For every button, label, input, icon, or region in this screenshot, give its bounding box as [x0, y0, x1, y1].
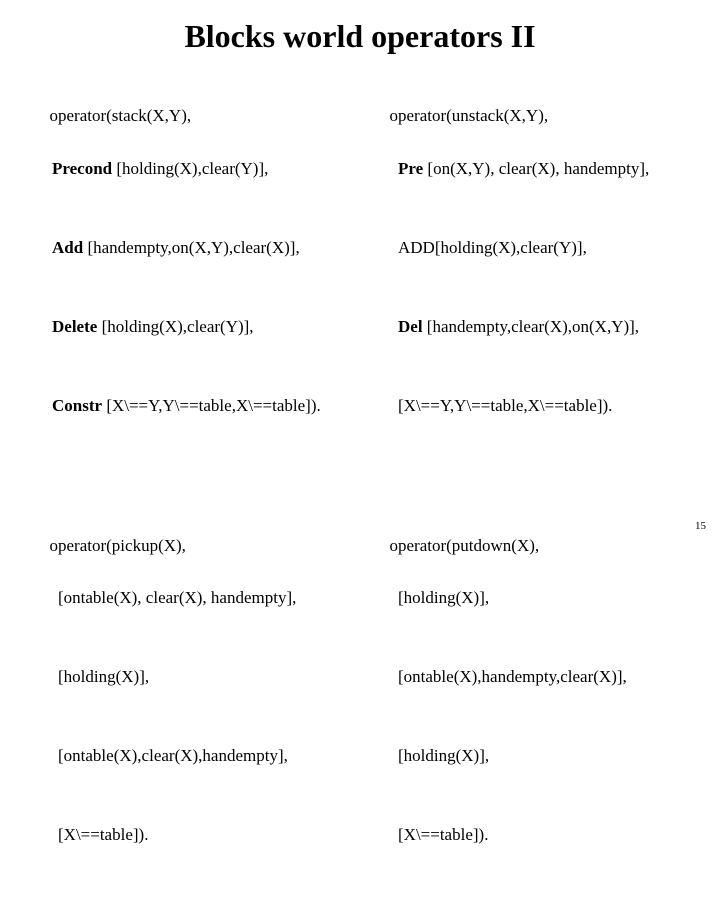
- pickup-l3: [ontable(X),clear(X),handempty],: [24, 743, 356, 769]
- pickup-l1: [ontable(X), clear(X), handempty],: [24, 585, 356, 611]
- unstack-add: ADD[holding(X),clear(Y)],: [364, 235, 696, 261]
- operator-pickup: operator(pickup(X), [ontable(X), clear(X…: [24, 506, 356, 901]
- unstack-head: operator(unstack(X,Y),: [390, 106, 549, 125]
- delete-kw: Delete: [52, 317, 97, 336]
- putdown-l3: [holding(X)],: [364, 743, 696, 769]
- unstack-constr: [X\==Y,Y\==table,X\==table]).: [364, 393, 696, 419]
- constr-rest: [X\==Y,Y\==table,X\==table]).: [102, 396, 321, 415]
- precond-kw: Precond: [52, 159, 112, 178]
- stack-precond: Precond [holding(X),clear(Y)],: [24, 156, 356, 182]
- precond-rest: [holding(X),clear(Y)],: [112, 159, 268, 178]
- putdown-l2: [ontable(X),handempty,clear(X)],: [364, 664, 696, 690]
- page-number: 15: [695, 520, 706, 532]
- constr-kw: Constr: [52, 396, 102, 415]
- slide-title: Blocks world operators II: [24, 18, 696, 55]
- del-kw: Del: [398, 317, 423, 336]
- stack-constr: Constr [X\==Y,Y\==table,X\==table]).: [24, 393, 356, 419]
- stack-head: operator(stack(X,Y),: [50, 106, 192, 125]
- pre-kw: Pre: [398, 159, 423, 178]
- pickup-l4: [X\==table]).: [24, 822, 356, 848]
- pickup-l2: [holding(X)],: [24, 664, 356, 690]
- operator-unstack: operator(unstack(X,Y), Pre [on(X,Y), cle…: [364, 77, 696, 472]
- stack-delete: Delete [holding(X),clear(Y)],: [24, 314, 356, 340]
- del-rest: [handempty,clear(X),on(X,Y)],: [423, 317, 640, 336]
- stack-add: Add [handempty,on(X,Y),clear(X)],: [24, 235, 356, 261]
- unstack-pre: Pre [on(X,Y), clear(X), handempty],: [364, 156, 696, 182]
- pre-rest: [on(X,Y), clear(X), handempty],: [423, 159, 649, 178]
- add-rest: [handempty,on(X,Y),clear(X)],: [83, 238, 300, 257]
- slide: Blocks world operators II operator(stack…: [0, 0, 720, 540]
- pickup-head: operator(pickup(X),: [50, 536, 186, 555]
- putdown-head: operator(putdown(X),: [390, 536, 540, 555]
- putdown-l4: [X\==table]).: [364, 822, 696, 848]
- unstack-del: Del [handempty,clear(X),on(X,Y)],: [364, 314, 696, 340]
- operator-stack: operator(stack(X,Y), Precond [holding(X)…: [24, 77, 356, 472]
- operator-putdown: operator(putdown(X), [holding(X)], [onta…: [364, 506, 696, 901]
- add-kw: Add: [52, 238, 83, 257]
- putdown-l1: [holding(X)],: [364, 585, 696, 611]
- content-grid: operator(stack(X,Y), Precond [holding(X)…: [24, 77, 696, 901]
- delete-rest: [holding(X),clear(Y)],: [97, 317, 253, 336]
